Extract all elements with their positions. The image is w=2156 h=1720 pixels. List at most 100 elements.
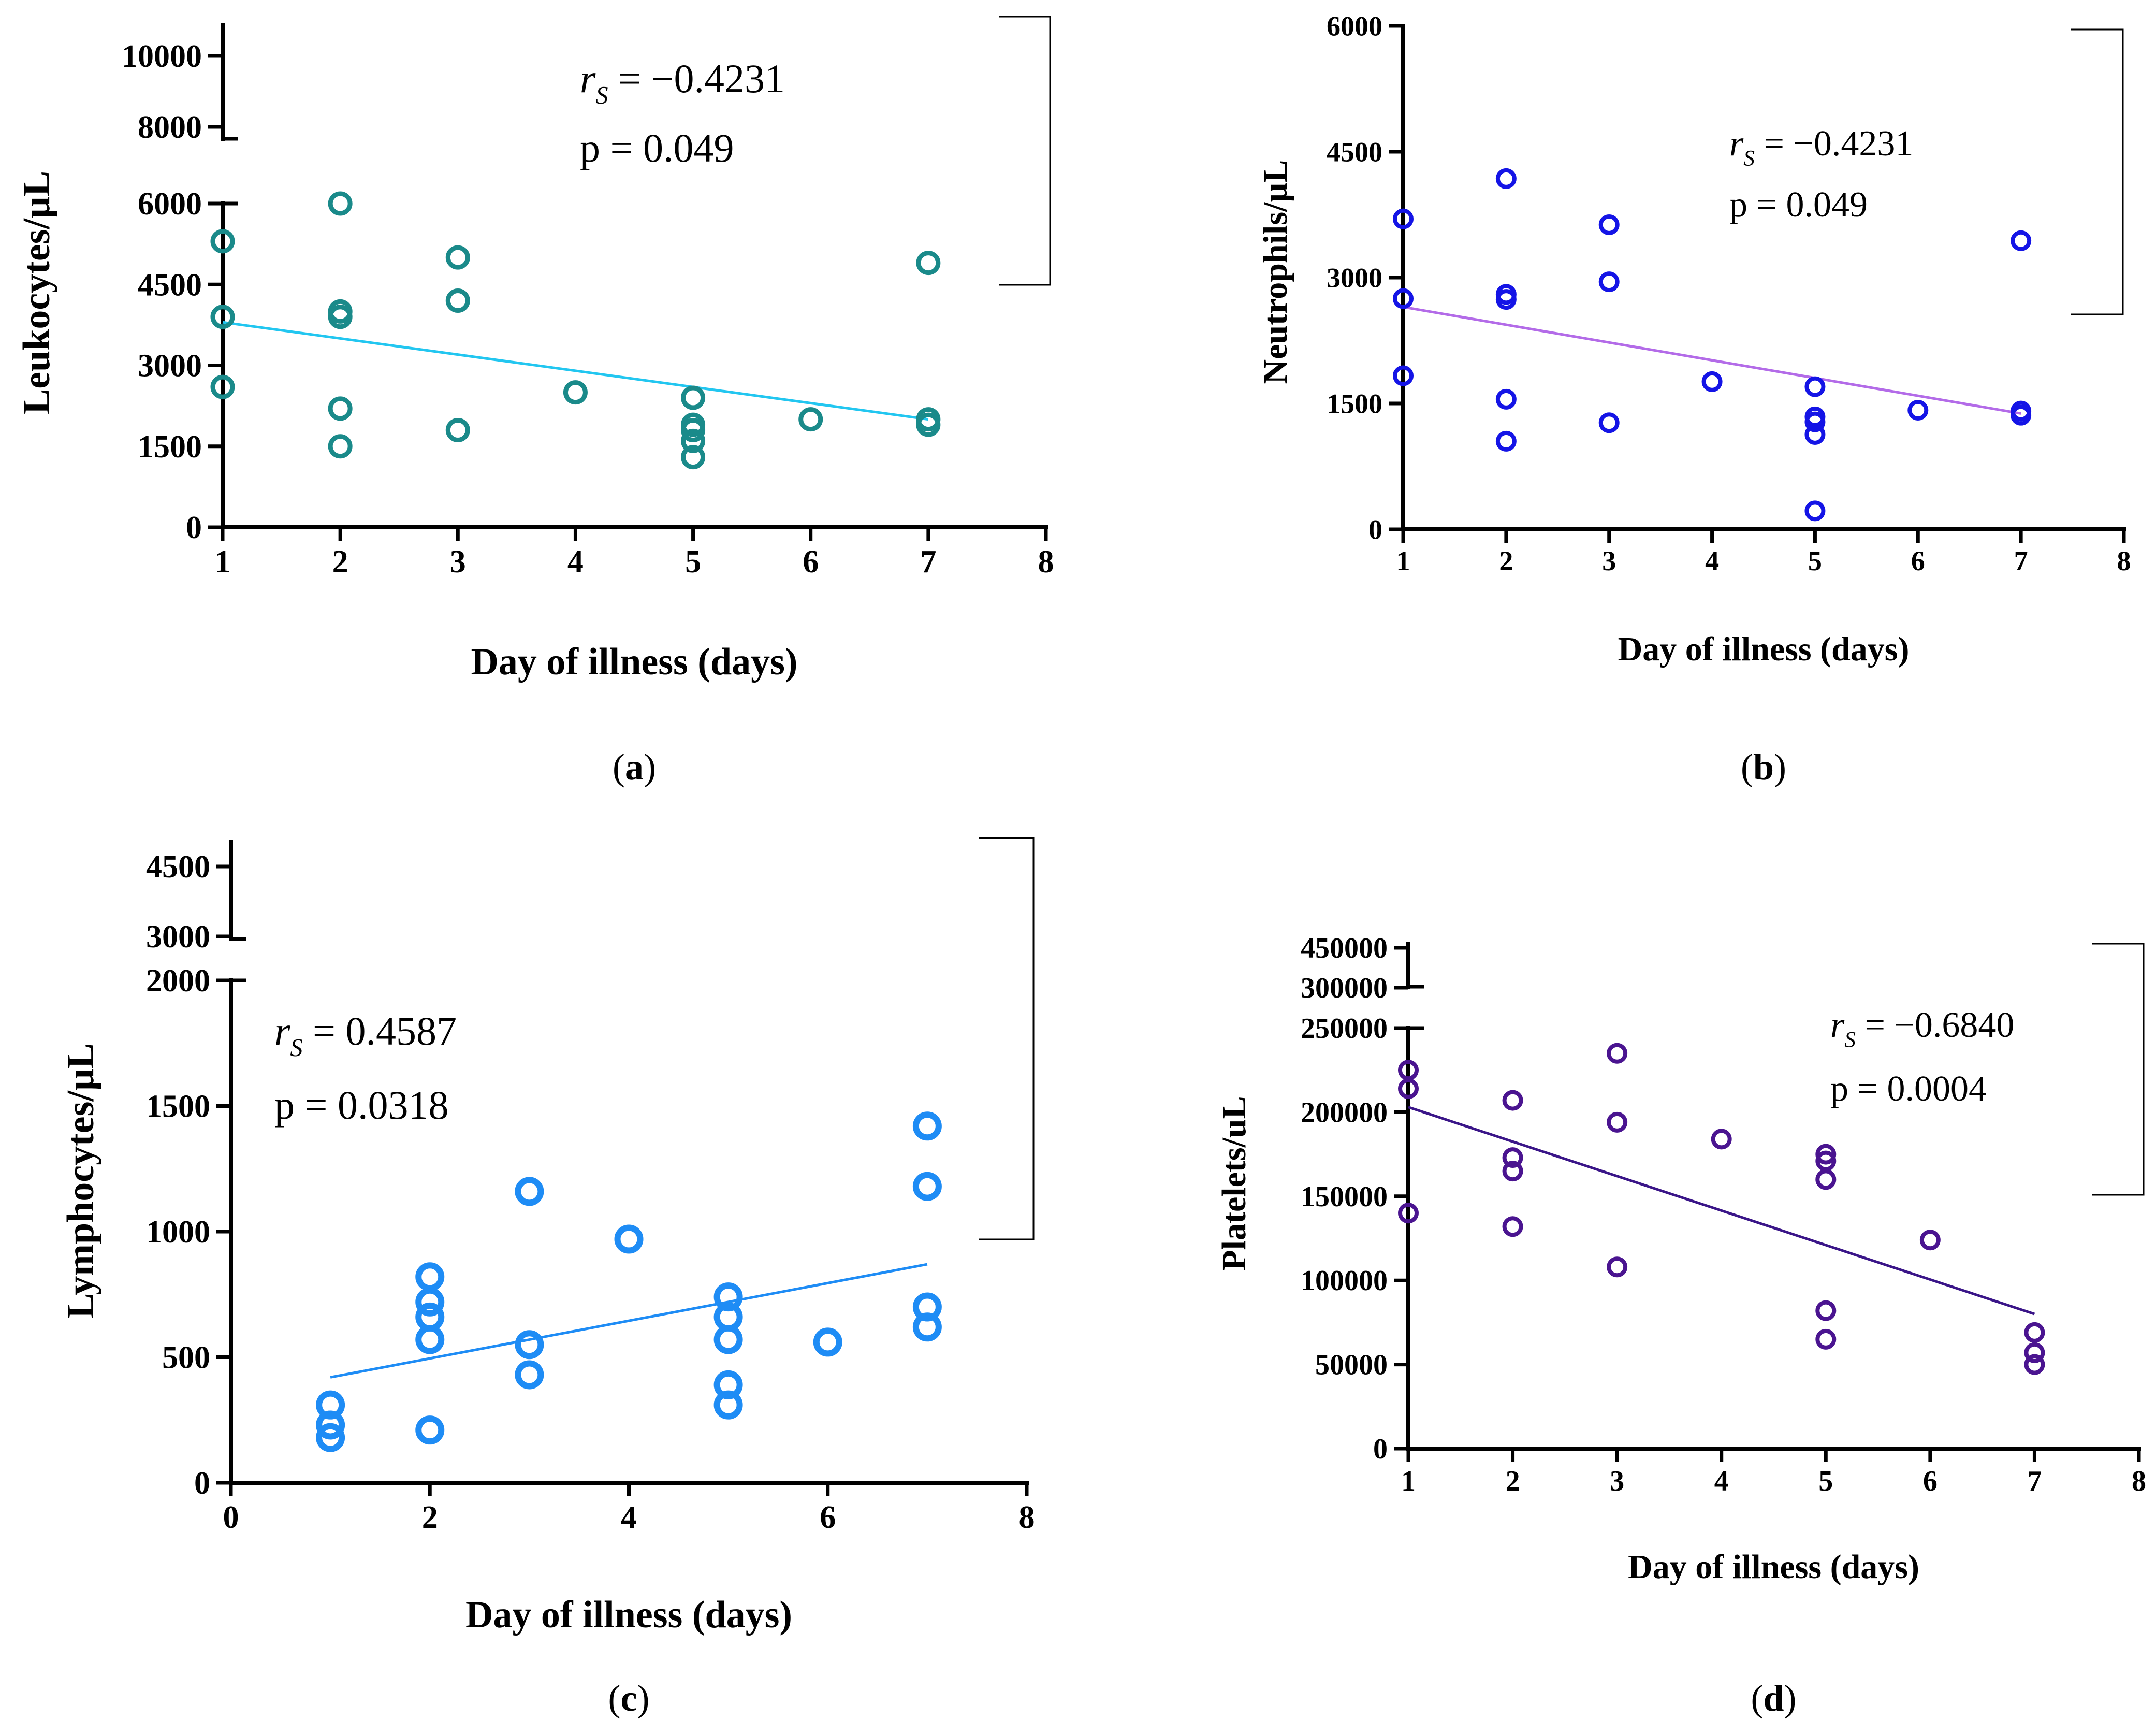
data-point [1815, 1300, 1837, 1321]
data-point [210, 374, 235, 399]
x-tick-label: 6 [803, 544, 819, 580]
x-tick-label: 8 [2132, 1465, 2146, 1497]
x-tick-label: 4 [621, 1500, 637, 1535]
stat-correlation: rS = −0.6840 [1830, 1005, 2014, 1052]
panel-letter: a [625, 746, 644, 788]
panel-letter: b [1753, 746, 1774, 788]
x-tick-label: 2 [1506, 1465, 1520, 1497]
y-break-tick-label: 450000 [1301, 932, 1388, 964]
x-tick-label: 6 [820, 1500, 836, 1535]
panel-label: (a) [613, 746, 656, 788]
stat-p-value: p = 0.049 [580, 125, 734, 170]
data-point [1804, 424, 1826, 445]
y-break-tick-label: 4500 [146, 849, 210, 885]
y-tick-label: 200000 [1301, 1096, 1388, 1129]
x-tick-label: 7 [2014, 545, 2028, 576]
x-tick-label: 8 [2117, 545, 2131, 576]
data-point [1495, 388, 1517, 410]
panel-label: (b) [1741, 746, 1786, 788]
y-break-tick-label: 3000 [146, 919, 210, 955]
data-point [713, 1390, 743, 1420]
stat-r-value: = −0.6840 [1856, 1005, 2014, 1045]
data-point [210, 229, 235, 254]
regression-line [330, 1263, 928, 1379]
data-point [328, 305, 353, 329]
x-axis-title: Day of illness (days) [465, 1594, 792, 1636]
y-tick-label: 4500 [138, 267, 202, 302]
y-tick-label: 2000 [146, 963, 210, 999]
x-tick-label: 1 [215, 544, 231, 580]
y-tick-label: 6000 [1327, 10, 1382, 41]
data-point [1701, 371, 1723, 392]
data-point [1711, 1129, 1732, 1150]
x-tick-label: 3 [1610, 1465, 1624, 1497]
y-tick-label: 1500 [138, 429, 202, 465]
data-point [1598, 412, 1620, 433]
stat-r-symbol: r [1729, 124, 1744, 164]
data-point [1502, 1216, 1523, 1237]
data-point [1502, 1161, 1523, 1182]
y-tick-label: 4500 [1327, 136, 1382, 167]
stat-r-subscript: S [595, 82, 608, 109]
y-tick-label: 0 [186, 510, 202, 545]
data-point [681, 385, 706, 410]
stat-p-value: p = 0.0004 [1830, 1069, 1987, 1109]
y-axis-title: Lymphocytes/µL [60, 1043, 102, 1319]
panel-letter: d [1763, 1678, 1784, 1719]
y-tick-label: 3000 [138, 349, 202, 384]
data-point [2011, 230, 2032, 251]
chart-panel-c: 0 2 4 6 8 0 500 1000 1500 2000 3000 4500 Day of illn… [60, 837, 1035, 1719]
stat-r-symbol: r [274, 1008, 290, 1053]
y-tick-label: 250000 [1301, 1013, 1388, 1045]
data-point [2024, 1342, 2045, 1363]
data-point [614, 1224, 644, 1254]
legend-bracket [2092, 943, 2145, 1196]
data-point [515, 1330, 544, 1360]
x-tick-label: 7 [2027, 1465, 2042, 1497]
y-break-tick-label: 300000 [1301, 972, 1388, 1004]
x-tick-label: 3 [450, 544, 466, 580]
y-tick-label: 0 [1368, 514, 1382, 545]
data-point [316, 1423, 345, 1452]
legend-bracket [2071, 28, 2124, 315]
x-axis-title: Day of illness (days) [1628, 1548, 1919, 1586]
chart-panel-a: 1 2 3 4 5 6 7 8 0 1500 3000 4500 6000 8000 10000 Day of… [16, 16, 1054, 788]
data-point [681, 428, 706, 453]
data-point [1607, 1111, 1628, 1133]
stat-r-value: = −0.4231 [608, 56, 785, 101]
data-point [798, 407, 823, 432]
data-point [1598, 271, 1620, 293]
data-point [2024, 1322, 2045, 1343]
data-point [2024, 1354, 2045, 1375]
y-tick-label: 1000 [146, 1215, 210, 1250]
data-point [1495, 289, 1517, 310]
y-axis-title: Leukocytes/µL [16, 171, 58, 414]
x-tick-label: 8 [1038, 544, 1054, 580]
data-point [328, 396, 353, 421]
stat-r-value: = −0.4231 [1755, 124, 1913, 164]
y-axis-title: Neutrophils/µL [1257, 160, 1294, 384]
data-point [445, 245, 470, 270]
y-tick-label: 0 [194, 1466, 210, 1501]
x-tick-label: 6 [1923, 1465, 1938, 1497]
data-point [912, 1312, 942, 1342]
data-point [1815, 1328, 1837, 1350]
data-point [515, 1177, 544, 1206]
data-point [1502, 1090, 1523, 1111]
data-point [813, 1327, 842, 1357]
data-point [1804, 500, 1826, 522]
data-point [1398, 1078, 1419, 1099]
y-tick-label: 50000 [1315, 1349, 1388, 1381]
stat-correlation: rS = −0.4231 [1729, 124, 1913, 171]
data-point [713, 1325, 743, 1354]
x-axis-title: Day of illness (days) [1618, 630, 1910, 668]
x-tick-label: 4 [1714, 1465, 1729, 1497]
stat-correlation: rS = −0.4231 [580, 56, 785, 109]
data-point [1393, 288, 1414, 309]
data-point [445, 418, 470, 442]
x-tick-label: 2 [422, 1500, 438, 1535]
data-point [415, 1287, 445, 1317]
x-tick-label: 7 [920, 544, 936, 580]
chart-panel-b: 1 2 3 4 5 6 7 8 0 1500 3000 4500 6000 Day of illness … [1257, 10, 2131, 788]
data-point [445, 288, 470, 313]
